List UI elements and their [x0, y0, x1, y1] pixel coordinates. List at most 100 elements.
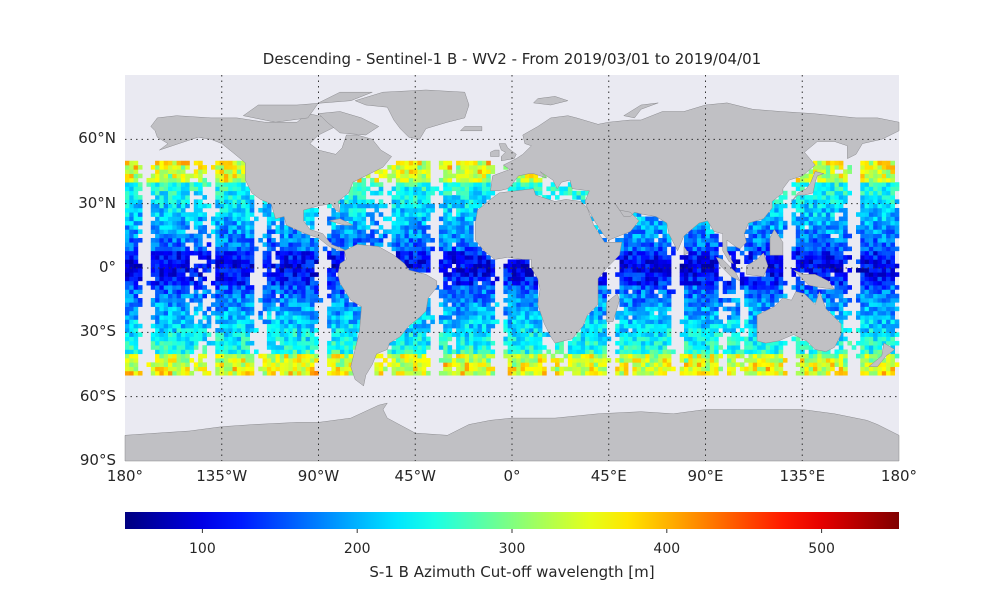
data-cell-767: [598, 349, 603, 355]
data-cell-769: [615, 349, 620, 355]
data-cell-3172: [765, 259, 771, 265]
data-cell-1538: [877, 323, 883, 329]
data-cell-3979: [185, 225, 190, 230]
data-cell-1952: [692, 306, 698, 312]
data-cell-4430: [172, 203, 177, 209]
data-cell-1990: [176, 302, 182, 307]
data-cell-788: [705, 349, 711, 355]
data-cell-2024: [451, 302, 457, 307]
data-cell-4142: [800, 220, 805, 226]
data-cell-4835: [172, 182, 177, 187]
data-cell-1244: [408, 332, 414, 337]
data-cell-1388: [602, 328, 607, 333]
data-cell-1255: [469, 332, 474, 337]
data-cell-971: [249, 340, 255, 346]
data-cell-1835: [615, 310, 620, 316]
data-cell-4991: [193, 173, 199, 179]
data-cell-4485: [791, 203, 797, 209]
data-cell-2695: [460, 276, 465, 282]
data-cell-3077: [860, 263, 865, 269]
data-cell-508: [666, 358, 672, 363]
data-cell-4779: [430, 186, 435, 192]
data-cell-1646: [752, 319, 758, 325]
data-cell-3886: [271, 229, 276, 234]
data-cell-1065: [795, 340, 801, 346]
data-cell-2540: [877, 285, 883, 290]
data-cell-4112: [417, 220, 422, 226]
data-cell-631: [598, 353, 603, 359]
data-cell-1875: [155, 306, 160, 312]
data-cell-4399: [778, 207, 784, 213]
data-cell-2166: [696, 298, 702, 303]
data-cell-4391: [447, 207, 453, 213]
data-cell-3003: [266, 263, 272, 269]
data-cell-2174: [731, 298, 736, 303]
data-cell-1235: [309, 332, 315, 337]
data-cell-3573: [374, 242, 379, 247]
data-cell-4865: [443, 182, 448, 187]
data-cell-4046: [782, 225, 788, 230]
data-cell-2301: [834, 293, 840, 299]
data-cell-3523: [877, 246, 883, 252]
data-cell-198: [481, 366, 487, 372]
data-cell-70: [520, 370, 526, 376]
data-cell-2958: [808, 268, 814, 273]
data-cell-2826: [645, 272, 650, 277]
data-cell-3760: [168, 233, 173, 239]
data-cell-1522: [705, 323, 711, 329]
data-cell-3556: [284, 242, 289, 247]
data-cell-156: [232, 366, 238, 372]
data-cell-649: [696, 353, 702, 359]
data-cell-2509: [701, 285, 706, 290]
data-cell-4526: [241, 199, 246, 204]
data-cell-2216: [202, 293, 207, 299]
data-cell-116: [778, 370, 784, 376]
data-cell-4471: [438, 203, 444, 209]
data-cell-1508: [632, 323, 637, 329]
data-cell-1266: [533, 332, 539, 337]
data-cell-2483: [490, 285, 496, 290]
data-cell-4284: [271, 212, 276, 217]
data-cell-289: [193, 362, 199, 367]
data-cell-3937: [744, 229, 749, 234]
data-cell-2542: [886, 285, 891, 290]
data-cell-1648: [860, 319, 865, 325]
data-cell-4039: [752, 225, 758, 230]
data-cell-3466: [438, 246, 444, 252]
data-cell-4422: [129, 203, 134, 209]
data-cell-1548: [163, 319, 169, 325]
data-cell-4315: [473, 212, 478, 217]
data-cell-712: [275, 349, 281, 355]
data-cell-3762: [176, 233, 182, 239]
data-cell-3323: [198, 250, 203, 256]
data-cell-1924: [477, 306, 483, 312]
data-cell-2642: [830, 280, 835, 286]
data-cell-1778: [211, 310, 216, 316]
data-cell-2707: [520, 276, 526, 282]
data-cell-2126: [340, 298, 345, 303]
data-cell-3027: [464, 263, 470, 269]
data-cell-4335: [864, 212, 870, 217]
data-cell-614: [512, 353, 517, 359]
data-cell-4840: [193, 182, 199, 187]
data-cell-610: [486, 353, 491, 359]
data-cell-1694: [335, 315, 341, 320]
data-cell-3866: [155, 229, 160, 234]
data-cell-2415: [821, 289, 827, 295]
data-cell-2547: [133, 280, 139, 286]
data-cell-2215: [198, 293, 203, 299]
data-cell-4038: [748, 225, 754, 230]
data-cell-1857: [752, 310, 758, 316]
data-cell-1440: [189, 323, 195, 329]
data-cell-2606: [623, 280, 629, 286]
data-cell-853: [305, 345, 311, 350]
data-cell-1743: [696, 315, 702, 320]
data-cell-2042: [602, 302, 607, 307]
data-cell-3524: [881, 246, 887, 252]
data-cell-4229: [653, 216, 659, 222]
data-cell-3480: [636, 246, 642, 252]
data-cell-4009: [395, 225, 401, 230]
data-cell-354: [580, 362, 586, 367]
data-cell-2266: [619, 293, 625, 299]
data-cell-2383: [645, 289, 650, 295]
